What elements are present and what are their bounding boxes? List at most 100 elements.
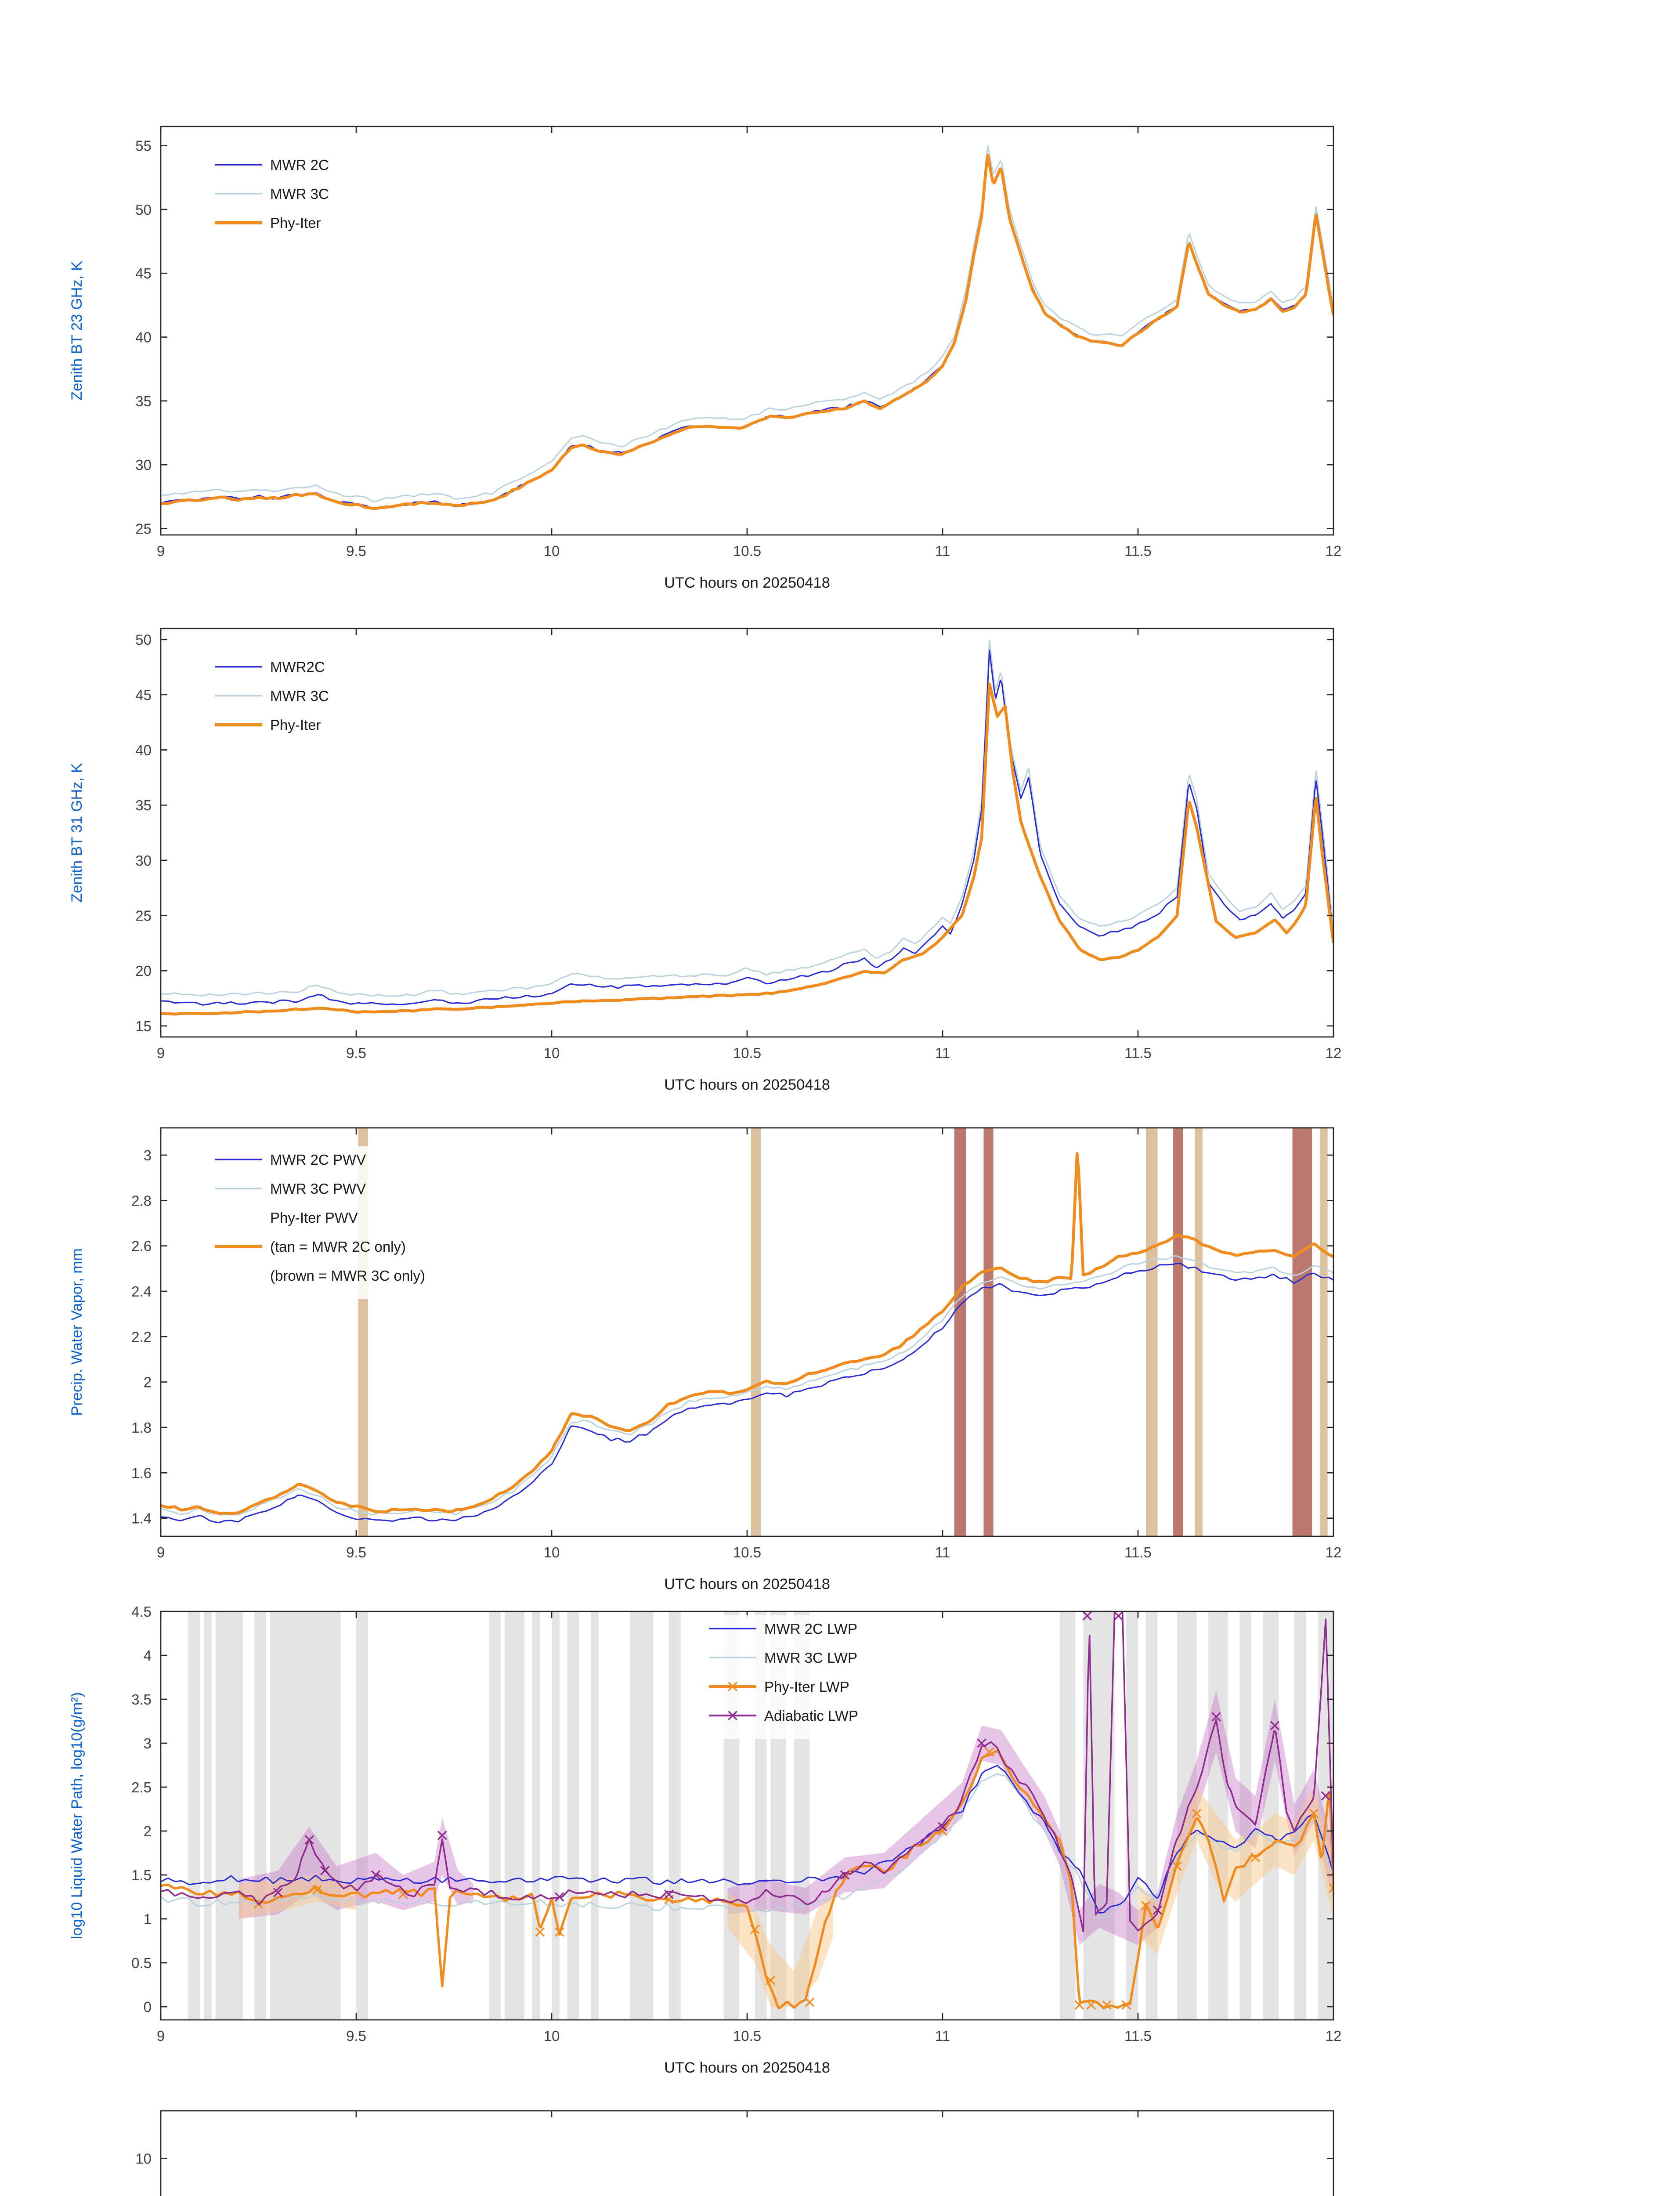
x-marker <box>1270 1721 1280 1730</box>
x-marker <box>750 1925 760 1934</box>
series-mwr-2c-lwp <box>161 1765 1333 1914</box>
y-tick-label: 40 <box>135 329 152 346</box>
legend-background <box>207 1146 434 1299</box>
x-tick-label: 9.5 <box>346 2028 366 2044</box>
x-marker <box>938 1826 947 1836</box>
legend-label: MWR 2C <box>270 157 329 173</box>
x-tick-label: 11 <box>935 1045 950 1061</box>
flag-band-gray <box>254 1611 267 2020</box>
x-marker <box>1192 1809 1202 1818</box>
x-tick-label: 11.5 <box>1124 1045 1152 1061</box>
x-marker <box>664 1889 674 1899</box>
flag-band-gray <box>188 1611 200 2020</box>
y-tick-label: 45 <box>135 265 152 282</box>
legend-label: MWR 3C LWP <box>764 1650 857 1666</box>
x-marker <box>1153 1905 1163 1915</box>
legend-label: MWR 3C <box>270 688 329 704</box>
flag-band-gray <box>1145 1611 1158 2020</box>
y-tick-label: 2 <box>144 1823 152 1839</box>
y-tick-label: 1.8 <box>131 1419 152 1436</box>
flag-band-tan <box>1319 1128 1328 1536</box>
legend-lwp: MWR 2C LWP MWR 3C LWP Phy-Iter LWP Adiabati… <box>701 1615 866 1739</box>
x-marker <box>1172 1861 1182 1871</box>
flag-band-gray <box>215 1611 243 2020</box>
y-tick-label: 2 <box>144 1374 152 1391</box>
legend-label: (tan = MWR 2C only) <box>270 1239 406 1255</box>
legend-label: MWR 3C <box>270 186 329 202</box>
x-marker <box>1250 1853 1260 1862</box>
axes-box <box>160 628 1334 1038</box>
x-tick-label: 9 <box>157 543 165 559</box>
legend-bt31: MWR2C MWR 3C Phy-Iter <box>207 654 332 748</box>
series-phy-iter <box>161 153 1333 510</box>
flag-band-gray <box>532 1611 540 2020</box>
y-axis-label: log10 Liquid Water Path, log10(g/m²) <box>69 1692 85 1940</box>
x-marker <box>535 1927 545 1937</box>
series-mwr-2c <box>161 154 1333 509</box>
y-tick-label: 2.2 <box>131 1329 152 1345</box>
y-axis-label: Zenith BT 31 GHz, K <box>69 763 85 903</box>
flag-band-tan <box>751 1128 761 1536</box>
flag-band-brown <box>983 1128 994 1536</box>
x-marker <box>1102 2000 1112 2010</box>
series-adiabatic-lwp <box>161 1611 1333 1932</box>
y-tick-label: 3 <box>144 1735 152 1752</box>
flag-band-gray <box>270 1611 341 2020</box>
flag-band-gray <box>505 1611 524 2020</box>
x-tick-label: 11 <box>935 2028 950 2044</box>
x-marker <box>555 1892 564 1902</box>
chart-zenith-bt-31ghz: 9 9.5 10 10.5 11 11.5 12 15 20 25 30 35 40 45 50 UTC ho… <box>69 628 1341 1093</box>
x-tick-label: 11.5 <box>1124 543 1152 559</box>
y-axis-label: Precip. Water Vapor, mm <box>69 1248 85 1416</box>
flag-band-gray <box>203 1611 212 2020</box>
x-marker <box>840 1870 850 1880</box>
legend-label: (brown = MWR 3C only) <box>270 1268 425 1284</box>
chart-zenith-bt-23ghz: 9 9.5 10 10.5 11 11.5 12 25 30 35 40 45 50 55 UTC hour… <box>69 126 1341 591</box>
y-tick-label: 2.4 <box>131 1283 152 1300</box>
series-mwr-2c-pwv <box>161 1262 1333 1523</box>
plot-area-pwv <box>161 1128 1333 1536</box>
flag-band-gray <box>356 1611 368 2020</box>
x-marker <box>437 1831 447 1840</box>
x-marker <box>1321 1791 1330 1801</box>
legend-label: MWR2C <box>270 659 325 675</box>
y-tick-label: 1.4 <box>131 1510 152 1527</box>
legend-label: Phy-Iter <box>270 215 321 231</box>
y-tick-label: 0.5 <box>131 1955 152 1971</box>
flag-band-tan <box>1145 1128 1158 1536</box>
y-tick-label: 3 <box>144 1147 152 1163</box>
y-tick-label: 40 <box>135 742 152 758</box>
x-marker <box>1141 1901 1151 1911</box>
y-tick-label: 30 <box>135 852 152 869</box>
x-tick-label: 11.5 <box>1124 2028 1152 2044</box>
x-marker <box>1074 2000 1084 2010</box>
y-tick-label: 1.5 <box>131 1867 152 1883</box>
x-axis-label: UTC hours on 20250418 <box>664 2059 830 2076</box>
x-marker <box>938 1822 947 1831</box>
y-tick-label: 2.6 <box>131 1238 152 1254</box>
x-marker <box>398 1889 408 1899</box>
x-tick-label: 10.5 <box>733 2028 761 2044</box>
legend-label: Adiabatic LWP <box>764 1708 858 1724</box>
y-tick-label: 15 <box>135 1018 152 1034</box>
legend-label: MWR 2C PWV <box>270 1152 366 1168</box>
x-tick-label: 10.5 <box>733 1045 761 1061</box>
legend-background <box>207 152 332 246</box>
x-marker <box>304 1835 314 1845</box>
x-marker <box>1211 1712 1221 1722</box>
flag-band-brown <box>954 1128 966 1536</box>
x-marker <box>1113 1611 1124 1621</box>
flag-band-tan <box>1195 1128 1203 1536</box>
x-tick-label: 10.5 <box>733 1544 761 1560</box>
y-tick-label: 25 <box>135 520 152 537</box>
x-marker <box>1086 2000 1096 2010</box>
series-phy-iter-lwp <box>161 1749 1333 2009</box>
x-marker <box>728 1711 737 1720</box>
x-tick-label: 12 <box>1326 1544 1342 1560</box>
flag-band-gray <box>552 1611 560 2020</box>
x-marker <box>1082 1611 1092 1621</box>
x-marker <box>1309 1809 1319 1818</box>
y-tick-label: 25 <box>135 908 152 924</box>
chart-liquid-water-path: 9 9.5 10 10.5 11 11.5 1200.511.522.533.544.5UT… <box>69 1604 1341 2076</box>
